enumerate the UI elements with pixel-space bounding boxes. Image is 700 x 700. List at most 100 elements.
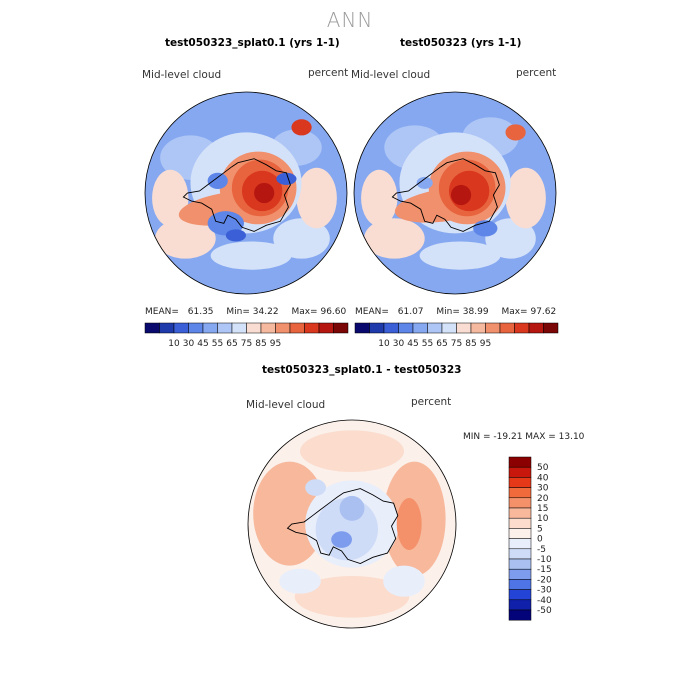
panel2-min-value: 38.99 [462, 307, 489, 317]
colorbar-tick-label: 65 [436, 339, 447, 349]
diff-colorbar-swatch [508, 528, 532, 539]
diff-colorbar-swatch [508, 497, 532, 509]
diff-colorbar-swatch [508, 548, 532, 560]
panel1-map-contour-region [152, 169, 189, 227]
colorbar-tick-label: 30 [393, 339, 405, 349]
panel2-variable-label: Mid-level cloud [351, 69, 431, 81]
diff-colorbar-swatch [508, 466, 532, 478]
diff-colorbar-swatch [508, 589, 532, 601]
colorbar-swatch [304, 322, 320, 334]
colorbar-tick-label: 10 [378, 339, 390, 349]
panel2-polar-map [353, 91, 557, 295]
diff-map-contour-region [305, 479, 326, 496]
panel2-min-label: Min= [436, 307, 460, 317]
panel2-mean-label: MEAN= [355, 307, 389, 317]
colorbar-tick-label: 45 [407, 339, 418, 349]
colorbar-tick-label: 75 [451, 339, 462, 349]
panel1-max-value: 96.60 [320, 307, 347, 317]
panel1-min-label: Min= [226, 307, 250, 317]
diff-colorbar-tick-label: -10 [537, 555, 552, 565]
colorbar-tick-label: 95 [270, 339, 281, 349]
diff-colorbar-swatch [508, 456, 532, 468]
colorbar-tick-label: 95 [480, 339, 491, 349]
figure-title: ANN [326, 8, 374, 32]
panel2-map-contour-region [419, 241, 501, 270]
diff-variable-label: Mid-level cloud [246, 399, 326, 411]
colorbar-swatch [383, 322, 399, 334]
panel2-units-label: percent [516, 67, 557, 79]
colorbar-swatch [514, 322, 530, 334]
diff-map-outline [247, 419, 457, 629]
diff-colorbar-swatch [508, 599, 532, 611]
colorbar-swatch [369, 322, 385, 334]
panel2-map-contour-region [505, 167, 546, 229]
colorbar-swatch [260, 322, 276, 334]
panel1-map-contour-region [296, 167, 337, 229]
colorbar-swatch [188, 322, 204, 334]
panel1-stats: MEAN= 61.35 Min= 34.22 Max= 96.60 [145, 307, 346, 317]
colorbar-tick-label: 85 [465, 339, 476, 349]
panel2-map-contour-region [361, 169, 398, 227]
colorbar-swatch [354, 322, 370, 334]
panel1-polar-map [144, 91, 348, 295]
diff-map-contour-region [294, 576, 410, 618]
panel2-max-value: 97.62 [530, 307, 557, 317]
colorbar-swatch [528, 322, 544, 334]
diff-colorbar-tick-label: 20 [537, 494, 549, 504]
diff-colorbar-swatch [508, 579, 532, 590]
diff-colorbar-tick-label: -30 [537, 586, 552, 596]
panel1-map-contour-region [155, 218, 216, 259]
diff-colorbar-swatch [508, 538, 532, 550]
diff-colorbar-tick-label: 30 [537, 484, 549, 494]
panel2-mean-value: 61.07 [397, 307, 424, 317]
panel2-map-contour-region [364, 218, 425, 259]
colorbar-swatch [485, 322, 501, 334]
panel1-map-contour-region [207, 172, 228, 189]
diff-map-contour-region [383, 565, 425, 597]
panel1-map-contour-region [254, 182, 275, 204]
diff-colorbar-tick-label: 40 [537, 473, 549, 483]
diff-colorbar-swatch [508, 568, 532, 580]
colorbar-tick-label: 10 [168, 339, 180, 349]
colorbar-swatch [333, 322, 349, 334]
colorbar-tick-label: 55 [212, 339, 223, 349]
panel1-title: test050323_splat0.1 (yrs 1-1) [165, 37, 340, 49]
panel1-map-contour-region [276, 172, 297, 185]
diff-colorbar-swatch [508, 517, 532, 529]
panel1-map-outline [144, 91, 348, 295]
colorbar-swatch [173, 322, 189, 334]
colorbar-swatch [159, 322, 175, 334]
diff-colorbar-swatch [508, 609, 532, 621]
diff-colorbar-swatch [508, 558, 532, 570]
panel1-map-contour-region [273, 218, 330, 259]
panel2-max-label: Max= [501, 307, 528, 317]
panel2-map-coastline [391, 158, 500, 232]
panel1-min-value: 34.22 [252, 307, 279, 317]
colorbar-swatch [202, 322, 218, 334]
diff-units-label: percent [411, 396, 452, 408]
diff-map-coastline [286, 488, 399, 564]
shared-colorbar: 10 30 45 55 65 75 85 95 10 30 45 55 65 75 85 95 [144, 322, 559, 349]
diff-colorbar-tick-label: 0 [537, 535, 543, 545]
colorbar-swatch [499, 322, 515, 334]
colorbar-swatch [427, 322, 443, 334]
diff-panel-title: test050323_splat0.1 - test050323 [262, 364, 462, 376]
panel2-map-contour-region [416, 176, 433, 189]
panel1-mean-value: 61.35 [187, 307, 214, 317]
panel2-stats: MEAN= 61.07 Min= 38.99 Max= 97.62 [355, 307, 556, 317]
colorbar-tick-label: 55 [422, 339, 433, 349]
colorbar-tick-label: 65 [226, 339, 237, 349]
colorbar-tick-label: 45 [197, 339, 208, 349]
diff-colorbar-tick-label: -5 [537, 545, 546, 555]
diff-colorbar-swatch [508, 477, 532, 488]
panel1-mean-label: MEAN= [145, 307, 179, 317]
colorbar-swatch [275, 322, 291, 334]
diff-colorbar-tick-label: -20 [537, 575, 552, 585]
colorbar-swatch [470, 322, 486, 334]
panel1-map-coastline [182, 158, 291, 232]
panel2-map-contour-region [505, 124, 526, 141]
diff-minmax: MIN = -19.21 MAX = 13.10 [463, 432, 585, 442]
panel1-variable-label: Mid-level cloud [142, 69, 222, 81]
